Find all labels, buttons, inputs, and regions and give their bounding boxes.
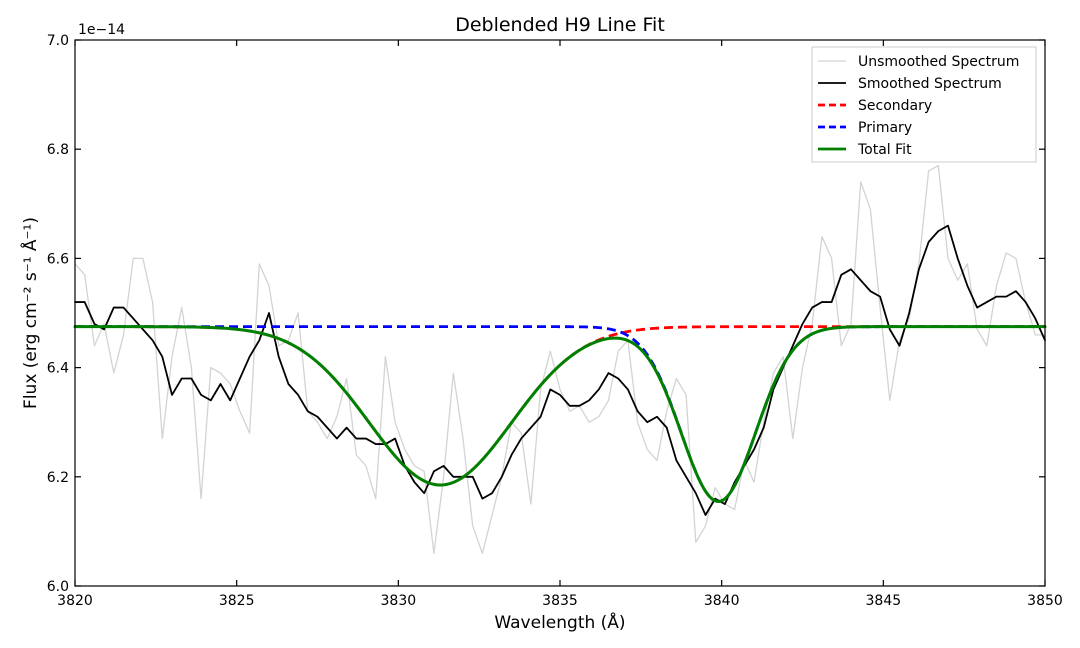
y-tick-label: 6.2 [47, 470, 69, 486]
x-tick-label: 3820 [57, 593, 93, 609]
y-tick-label: 6.6 [47, 251, 69, 267]
legend-items: Unsmoothed Spectrum Smoothed Spectrum Seco… [818, 54, 1019, 158]
legend-label-primary: Primary [858, 120, 912, 136]
series-line-total-fit [73, 325, 1047, 503]
x-tick-label: 3850 [1027, 593, 1063, 609]
legend: Unsmoothed Spectrum Smoothed Spectrum Seco… [811, 46, 1037, 163]
x-tick-label: 3840 [704, 593, 740, 609]
y-tick-label: 6.8 [47, 142, 69, 158]
legend-label-smoothed-spectrum: Smoothed Spectrum [858, 76, 1002, 92]
x-tick-label: 3845 [866, 593, 902, 609]
y-axis: 6.0 6.2 6.4 6.6 6.8 7.0 [47, 33, 1045, 595]
chart-title: Deblended H9 Line Fit [455, 14, 665, 36]
legend-label-unsmoothed-spectrum: Unsmoothed Spectrum [858, 54, 1019, 70]
legend-label-secondary: Secondary [858, 98, 932, 114]
y-offset-label: 1e−14 [78, 22, 125, 38]
x-axis: 3820 3825 3830 3835 3840 3845 3850 [57, 40, 1063, 609]
plot-series [73, 164, 1047, 554]
x-tick-label: 3825 [219, 593, 255, 609]
y-axis-label: Flux (erg cm⁻² s⁻¹ Å⁻¹) [19, 217, 41, 409]
x-axis-label: Wavelength (Å) [494, 611, 625, 633]
legend-label-total-fit: Total Fit [857, 142, 912, 158]
y-tick-label: 6.4 [47, 361, 69, 377]
x-tick-label: 3835 [542, 593, 578, 609]
legend-box [811, 46, 1037, 163]
y-tick-label: 7.0 [47, 33, 69, 49]
x-tick-label: 3830 [381, 593, 417, 609]
series-line-smoothed-spectrum [74, 224, 1046, 516]
series-line-unsmoothed-spectrum [74, 164, 1046, 554]
y-tick-label: 6.0 [47, 579, 69, 595]
